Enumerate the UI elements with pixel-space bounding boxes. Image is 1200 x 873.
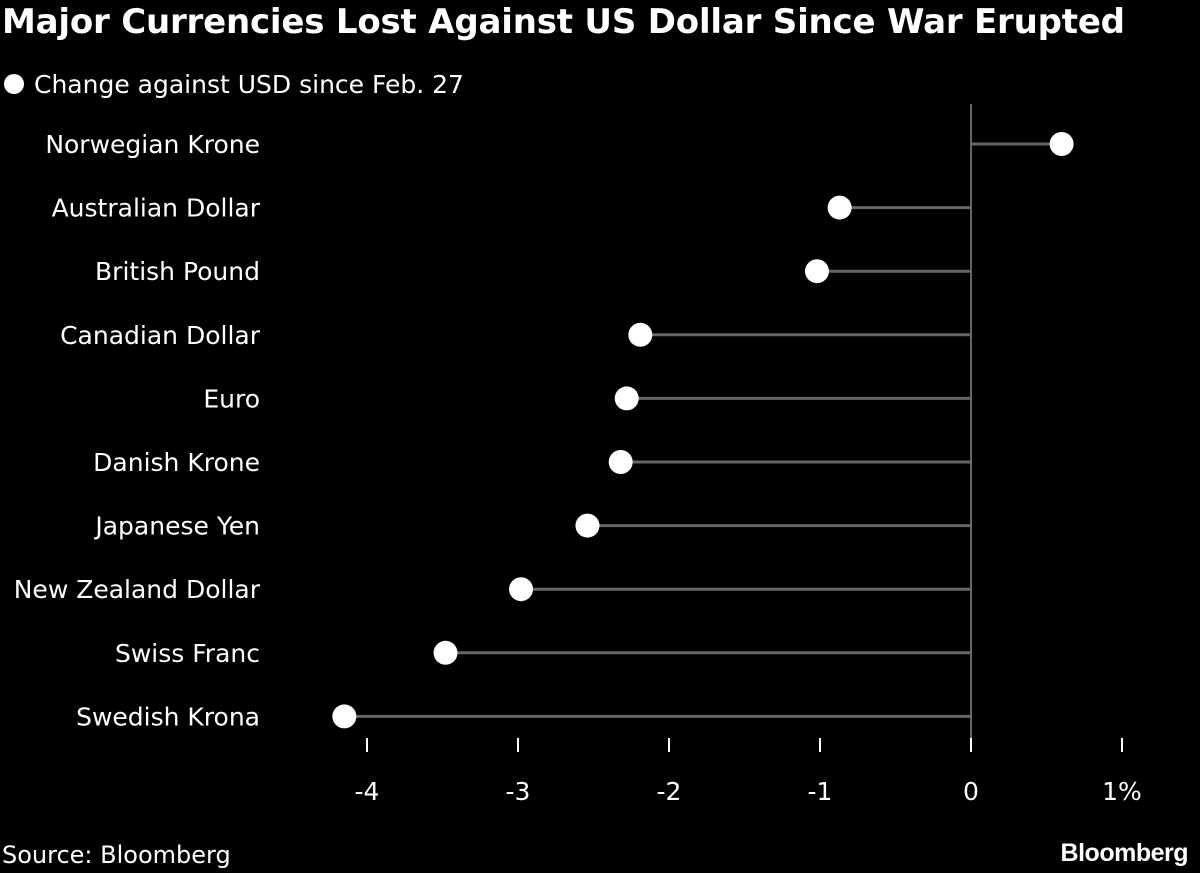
data-point-1 [827, 195, 852, 220]
chart-title: Major Currencies Lost Against US Dollar … [2, 2, 1125, 42]
data-point-9 [332, 704, 357, 729]
data-point-3 [628, 322, 653, 347]
data-point-7 [509, 577, 534, 602]
category-label-8: Swiss Franc [115, 639, 260, 668]
data-point-4 [614, 386, 639, 411]
category-label-4: Euro [203, 384, 260, 413]
legend-label: Change against USD since Feb. 27 [34, 69, 464, 99]
category-label-3: Canadian Dollar [60, 321, 261, 350]
x-tick-label-0: -4 [355, 777, 380, 806]
category-label-1: Australian Dollar [52, 194, 261, 223]
category-label-5: Danish Krone [93, 448, 260, 477]
x-tick-label-4: 0 [963, 777, 979, 806]
category-label-9: Swedish Krona [76, 702, 260, 731]
category-label-6: Japanese Yen [93, 512, 260, 541]
bloomberg-logo: Bloomberg [1060, 839, 1189, 867]
category-label-7: New Zealand Dollar [14, 575, 261, 604]
data-point-6 [575, 513, 600, 538]
stems-group [344, 142, 1062, 718]
legend: Change against USD since Feb. 27 [4, 66, 464, 102]
category-label-0: Norwegian Krone [45, 130, 260, 159]
x-tick-label-3: -1 [808, 777, 833, 806]
category-label-2: British Pound [95, 257, 260, 286]
data-point-2 [804, 259, 829, 284]
dots-group [332, 132, 1074, 729]
x-tick-label-5: 1% [1102, 777, 1142, 806]
x-tick-label-2: -2 [657, 777, 682, 806]
source-note: Source: Bloomberg [2, 841, 231, 869]
x-axis-ticks-group: -4 -3 -2 -1 0 1% [355, 738, 1142, 806]
legend-dot-icon [4, 74, 24, 94]
data-point-0 [1049, 132, 1074, 156]
category-labels-group: Norwegian Krone Australian Dollar British … [14, 130, 261, 731]
data-point-8 [433, 640, 458, 665]
x-tick-label-1: -3 [506, 777, 531, 806]
data-point-5 [608, 450, 633, 474]
